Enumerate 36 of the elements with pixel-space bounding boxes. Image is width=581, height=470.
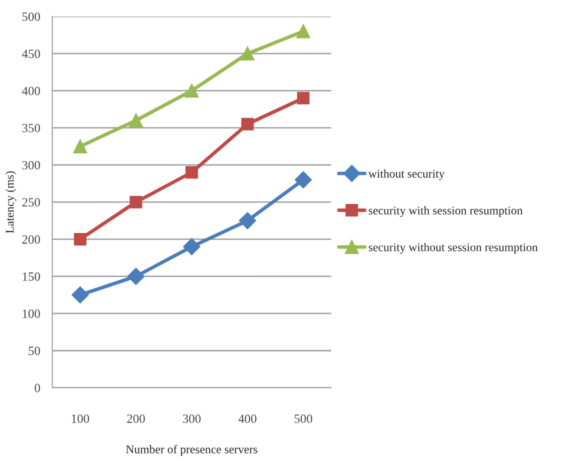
x-tick-label: 100 <box>72 414 90 423</box>
x-axis-title: Number of presence servers <box>126 444 258 456</box>
y-tick-label: 100 <box>22 310 40 318</box>
legend-label: security with session resumption <box>368 206 523 217</box>
point <box>129 113 143 128</box>
point <box>238 212 256 230</box>
y-tick-label: 0 <box>34 384 40 392</box>
y-tick-label: 350 <box>22 124 40 132</box>
point <box>73 139 88 154</box>
point <box>74 232 86 246</box>
y-tick-label: 150 <box>22 272 40 281</box>
y-tick-label: 200 <box>22 235 40 244</box>
y-tick-label: 250 <box>22 198 40 207</box>
point <box>184 84 199 98</box>
x-tick-label: 500 <box>294 414 312 423</box>
y-tick-label: 300 <box>22 160 40 170</box>
point <box>183 238 200 256</box>
point <box>297 92 310 104</box>
x-tick-label: 200 <box>127 414 145 423</box>
legend-label: without security <box>368 169 445 180</box>
x-tick-label: 300 <box>182 414 201 423</box>
y-tick-label: 450 <box>22 50 40 58</box>
y-tick-label: 500 <box>22 12 40 21</box>
legend-label: security without session resumption <box>368 242 538 254</box>
point <box>130 196 142 208</box>
point <box>296 24 310 38</box>
point <box>294 171 312 188</box>
point <box>240 46 254 61</box>
y-axis-title: Latency (ms) <box>5 171 16 234</box>
y-tick-label: 400 <box>22 86 40 96</box>
y-tick-label: 50 <box>28 346 40 356</box>
point <box>127 268 145 285</box>
point <box>185 166 198 179</box>
point <box>72 286 89 304</box>
point <box>241 118 254 130</box>
x-tick-label: 400 <box>238 414 256 423</box>
